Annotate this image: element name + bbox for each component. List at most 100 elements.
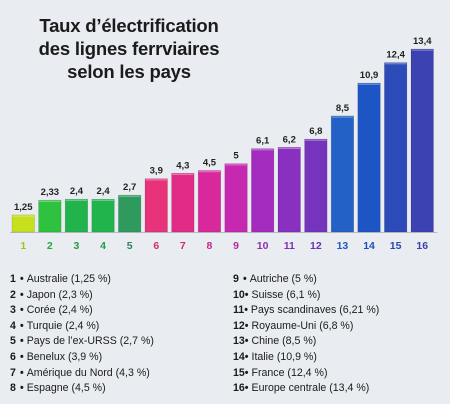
bar [251,148,275,233]
bar-highlight [145,179,167,181]
bar [38,199,62,233]
legend-item-label: Chine (8,5 %) [251,335,317,348]
category-label: 6 [153,240,159,252]
bar [11,214,35,233]
value-label: 2,4 [70,186,84,197]
legend-item: 8 • Espagne (4,5 %) [10,381,154,397]
chart-title-line-2: des lignes ferrviaires [38,38,220,59]
legend-item: 15• France (12,4 %) [233,366,379,382]
legend-item-number: 5 [10,335,16,348]
legend-item: 14• Italie (10,9 %) [233,350,379,366]
legend-item-label: Japon (2,3 %) [26,288,93,301]
bar [304,138,328,233]
legend-item-number: 11 [233,304,245,317]
value-label: 6,2 [283,134,296,145]
legend-item-number: 4 [10,319,16,332]
bar-highlight [198,171,221,173]
category-label: 14 [363,240,375,252]
legend-item-number: 12 [233,319,245,332]
bar [171,172,195,233]
chart-title-line-1: Taux d’électrification [39,15,219,36]
bar [277,147,301,233]
legend-column-left: 1 • Australie (1,25 %) 2 • Japon (2,3 %) 3 • C… [10,272,154,397]
value-label: 2,33 [41,187,60,198]
bar [118,194,142,233]
legend-item: 9 • Autriche (5 %) [233,272,379,288]
category-label: 7 [180,240,186,252]
bullet-icon: • [20,366,24,379]
category-label: 5 [127,240,133,252]
category-label: 10 [257,240,269,252]
legend-item: 11• Pays scandinaves (6,21 %) [233,303,379,319]
legend-item-number: 15 [233,366,245,379]
bar [197,170,221,233]
bar-highlight [411,49,433,51]
legend-item-label: Turquie (2,4 %) [26,319,100,332]
bar [384,62,408,233]
bullet-icon: • [244,288,249,301]
bar [357,82,381,233]
value-label: 1,25 [14,202,33,213]
legend-item: 4 • Turquie (2,4 %) [10,319,154,335]
bullet-icon: • [244,335,249,348]
bar-highlight [225,164,247,166]
category-label: 3 [74,240,80,252]
legend-item-number: 2 [10,288,16,301]
bullet-icon: • [20,350,24,363]
legend-item-label: Italie (10,9 %) [251,350,317,363]
legend-item-number: 13 [233,335,245,348]
bullet-icon: • [20,335,24,348]
legend-item-label: Benelux (3,9 %) [26,350,103,363]
legend-item-number: 6 [10,350,16,363]
chart-title: Taux d’électrification des lignes ferrvi… [24,14,234,83]
bullet-icon: • [244,350,249,363]
bullet-icon: • [20,304,24,317]
value-label: 4,3 [176,160,189,171]
bullet-icon: • [244,382,249,395]
value-label: 2,7 [123,182,136,193]
bar-highlight [172,173,194,175]
bar-highlight [251,149,274,151]
value-label: 2,4 [96,186,110,197]
legend-item-number: 10 [233,288,245,301]
legend-item-label: Autriche (5 %) [249,273,317,285]
legend-item: 16• Europe centrale (13,4 %) [233,381,379,397]
category-label: 11 [284,240,295,252]
legend-item-number: 9 [233,273,239,285]
legend-item: 7 • Amérique du Nord (4,3 %) [10,366,154,382]
value-label: 13,4 [413,36,432,47]
value-label: 4,5 [203,158,217,169]
bar [64,198,88,233]
bullet-icon: • [20,288,24,301]
category-label: 8 [207,240,213,252]
legend-item: 2 • Japon (2,3 %) [10,288,154,304]
country-legend: 1 • Australie (1,25 %) 2 • Japon (2,3 %) 3 • C… [0,268,450,404]
value-label: 5 [233,151,239,162]
bar-highlight [118,195,141,197]
legend-item-label: Australie (1,25 %) [26,273,111,285]
bar [410,48,434,233]
bar-highlight [92,199,114,201]
bar-highlight [39,200,61,202]
legend-item: 13• Chine (8,5 %) [233,334,379,350]
category-label: 12 [310,240,322,252]
legend-item-label: Suisse (6,1 %) [251,288,321,301]
bar-highlight [384,63,407,65]
category-label: 9 [233,240,239,252]
bullet-icon: • [20,273,24,285]
legend-item-number: 7 [10,366,16,379]
legend-item-label: France (12,4 %) [251,366,328,379]
chart-area: 1,25 1 2,33 2 2,4 3 2,4 4 2,7 5 3,9 6 4,3 7 4,5 8 5 9 6,1 1… [10,14,438,252]
legend-item-number: 3 [10,304,16,317]
bullet-icon: • [243,273,247,285]
category-label: 16 [416,240,428,252]
bar-highlight [331,116,354,118]
legend-item-label: Royaume-Uni (6,8 %) [251,319,354,332]
bar-highlight [65,199,88,201]
bullet-icon: • [244,319,249,332]
category-label: 13 [337,240,349,252]
bar-highlight [305,139,327,141]
value-label: 8,5 [336,103,350,114]
value-label: 6,1 [256,136,270,147]
legend-item-number: 16 [233,382,245,395]
